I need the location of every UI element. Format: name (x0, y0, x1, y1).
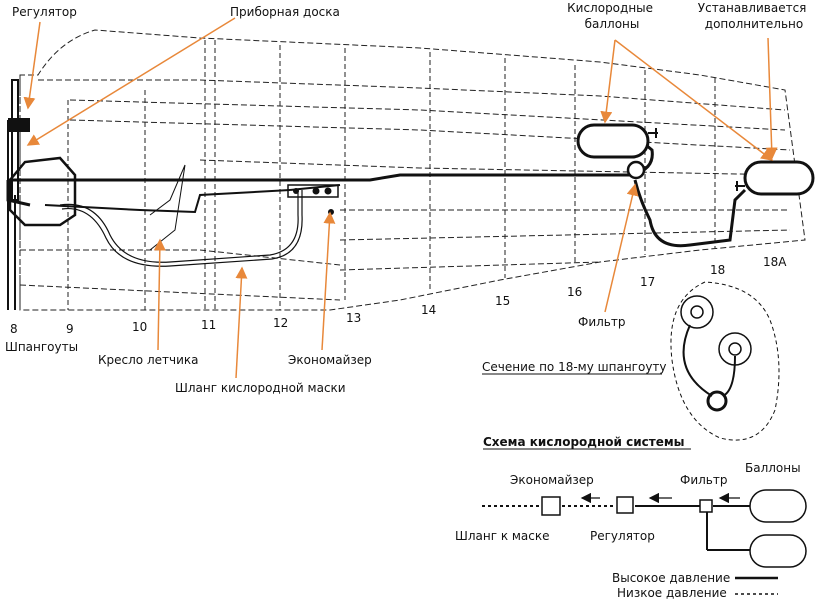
callout-regulator: Регулятор (12, 5, 77, 19)
section-title: Сечение по 18-му шпангоуту (482, 360, 667, 374)
frame-number: 11 (201, 318, 216, 332)
frame-number: 10 (132, 320, 147, 334)
schematic-bottle-2 (749, 534, 807, 568)
callout-filter: Фильтр (578, 315, 625, 329)
frame-number: 17 (640, 275, 655, 289)
mask-hose (59, 190, 303, 267)
frame-number: 18А (763, 255, 787, 269)
frame-numbers: 8 9 10 11 12 13 14 15 16 17 18 18А (10, 255, 787, 336)
frames-title: Шпангоуты (5, 340, 78, 354)
schematic-lines (482, 505, 750, 551)
main-oxygen-line (6, 120, 747, 310)
section-view (670, 281, 780, 441)
frame-number: 16 (567, 285, 582, 299)
schematic-regulator-label: Регулятор (590, 529, 655, 543)
frame-number: 15 (495, 294, 510, 308)
instrument-panel (11, 79, 19, 201)
callout-installed-additionally: Устанавливается дополнительно (698, 1, 810, 31)
frame-number: 14 (421, 303, 436, 317)
callout-oxygen-bottles-line1: Кислородные (567, 1, 653, 15)
frame-number: 18 (710, 263, 725, 277)
callout-installed-additionally-line2: дополнительно (705, 17, 803, 31)
schematic-economizer-label: Экономайзер (510, 473, 594, 487)
callout-arrows (23, 17, 778, 379)
frame-lines (19, 40, 716, 310)
schematic-bottles-label: Баллоны (745, 461, 801, 475)
callout-oxygen-bottles-line2: баллоны (585, 17, 640, 31)
schematic-filter-label: Фильтр (680, 473, 727, 487)
callout-pilot-seat: Кресло летчика (98, 353, 198, 367)
frame-number: 8 (10, 322, 18, 336)
filter-unit (626, 160, 646, 180)
schematic-economizer-box (541, 496, 561, 516)
callout-mask-hose: Шланг кислородной маски (175, 381, 346, 395)
seat-back (149, 164, 186, 251)
schematic-mask-hose-label: Шланг к маске (455, 529, 550, 543)
callout-installed-additionally-line1: Устанавливается (698, 1, 807, 15)
legend-low-label: Низкое давление (617, 586, 727, 600)
schematic-filter-box (699, 499, 713, 513)
schematic-bottle-1 (749, 489, 807, 523)
callout-oxygen-bottles: Кислородные баллоны (567, 1, 657, 31)
frame-number: 13 (346, 311, 361, 325)
frame-number: 12 (273, 316, 288, 330)
economizer-unit (287, 184, 339, 198)
callout-instrument-panel: Приборная доска (230, 5, 340, 19)
legend-high-label: Высокое давление (612, 571, 730, 585)
pilot-seat (8, 156, 77, 227)
callout-economizer: Экономайзер (288, 353, 372, 367)
schematic-regulator-box (616, 496, 634, 514)
schematic-title: Схема кислородной системы (483, 435, 685, 449)
frame-number: 9 (66, 322, 74, 336)
fuselage-outline (19, 29, 806, 311)
oxygen-bottle-2 (735, 160, 815, 196)
oxygen-bottle-1 (576, 123, 658, 159)
